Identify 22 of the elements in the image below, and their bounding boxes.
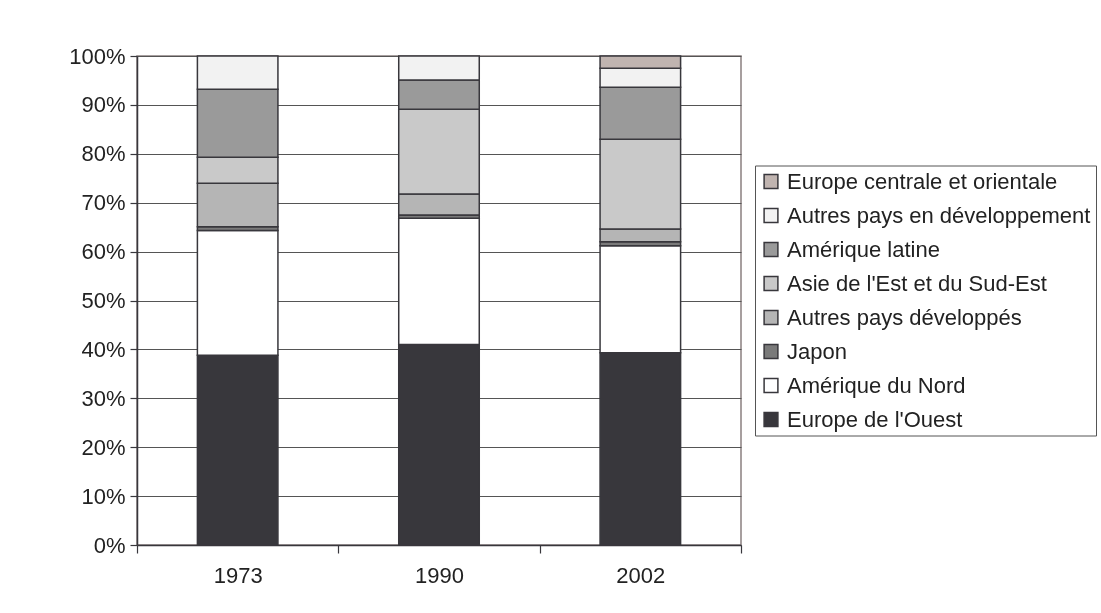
x-tick-label: 1990: [415, 562, 464, 588]
y-tick-label: 0%: [93, 532, 126, 558]
y-tick-label: 50%: [81, 288, 126, 313]
legend-label: Europe centrale et orientale: [787, 168, 1058, 194]
y-tick-label: 30%: [81, 385, 126, 411]
legend-label: Amérique du Nord: [787, 372, 966, 398]
legend-label: Europe de l'Ouest: [787, 406, 963, 432]
y-tick-label: 100%: [69, 43, 126, 69]
y-tick-label: 40%: [81, 336, 126, 362]
y-tick-label: 60%: [81, 239, 126, 265]
legend-label: Autres pays en développement: [787, 202, 1091, 228]
legend-label: Autres pays développés: [787, 304, 1022, 330]
y-tick-label: 80%: [81, 141, 126, 167]
legend-label: Asie de l'Est et du Sud-Est: [787, 270, 1047, 296]
y-tick-label: 70%: [81, 190, 126, 216]
y-tick-label: 90%: [81, 92, 126, 118]
legend-label: Japon: [787, 338, 847, 364]
x-tick-label: 2002: [616, 562, 666, 588]
legend-label: Amérique latine: [787, 236, 940, 262]
y-tick-label: 10%: [81, 483, 126, 509]
x-tick-label: 1973: [213, 562, 263, 588]
y-tick-label: 20%: [81, 434, 126, 460]
